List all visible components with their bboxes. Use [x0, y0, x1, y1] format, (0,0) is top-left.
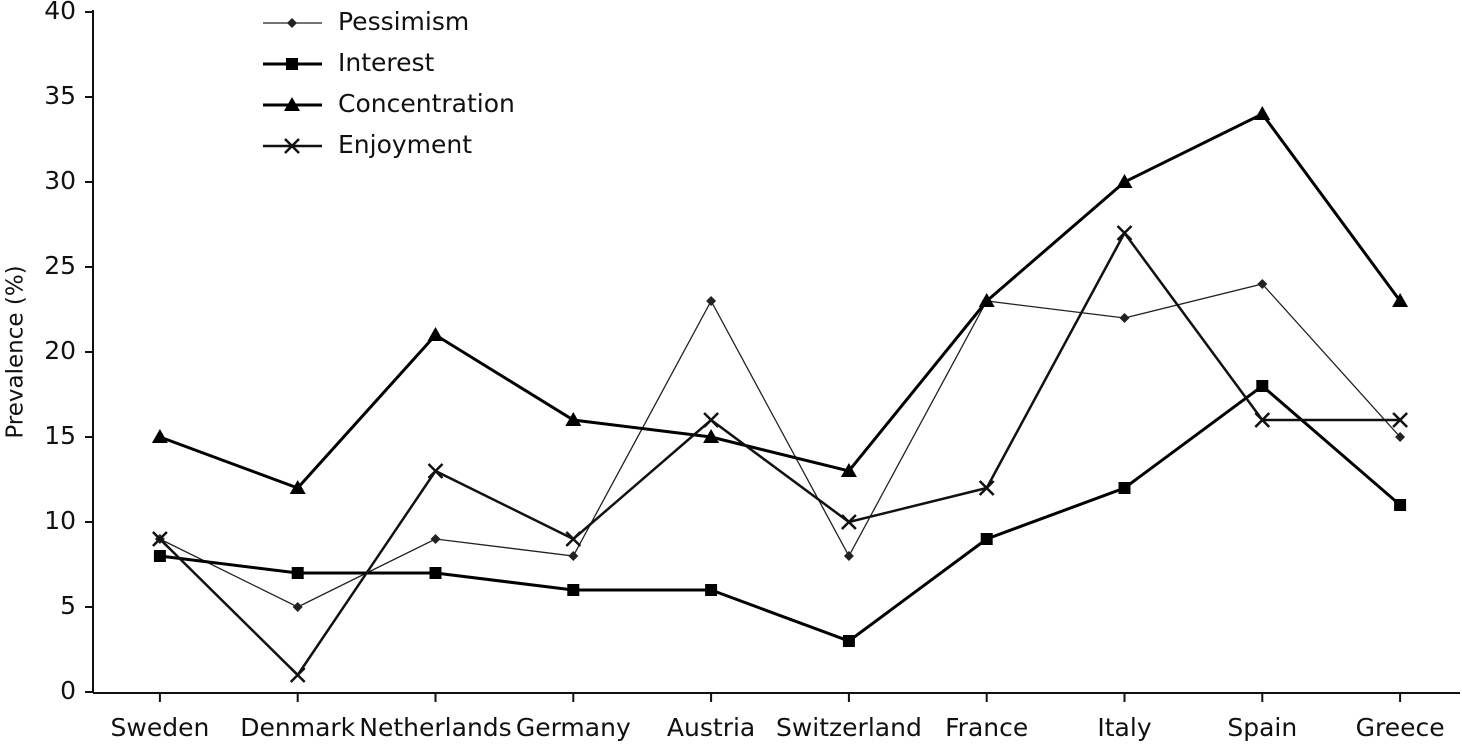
- marker: [292, 602, 303, 612]
- y-tick-label: 10: [44, 506, 76, 535]
- marker: [1395, 432, 1406, 442]
- legend-label: Interest: [338, 48, 435, 77]
- marker: [1257, 279, 1268, 289]
- marker: [978, 480, 995, 496]
- marker: [153, 550, 166, 562]
- y-axis-label: Prevalence (%): [3, 265, 29, 438]
- legend-marker: [284, 138, 300, 154]
- y-tick-label: 40: [44, 0, 76, 25]
- marker: [565, 531, 582, 547]
- y-tick-label: 20: [44, 336, 76, 365]
- legend-marker: [286, 58, 298, 70]
- x-tick-label: Switzerland: [776, 713, 922, 742]
- marker: [703, 412, 719, 428]
- series-line: [159, 230, 1401, 677]
- marker: [703, 429, 720, 443]
- marker: [978, 293, 995, 307]
- series-line: [159, 283, 1401, 608]
- marker: [1394, 499, 1407, 511]
- marker: [841, 514, 857, 530]
- marker: [1256, 380, 1269, 392]
- x-tick-label: Denmark: [240, 713, 355, 742]
- marker: [705, 584, 718, 596]
- y-tick-label: 30: [44, 166, 76, 195]
- x-tick-label: Greece: [1356, 713, 1445, 742]
- marker: [427, 327, 444, 341]
- legend-marker: [287, 18, 297, 28]
- y-tick-label: 25: [44, 251, 76, 280]
- marker: [1116, 225, 1133, 241]
- marker: [1116, 174, 1133, 188]
- marker: [706, 296, 717, 306]
- x-tick-label: Netherlands: [359, 713, 511, 742]
- marker: [291, 567, 304, 579]
- marker: [980, 533, 993, 545]
- marker: [427, 463, 444, 479]
- marker: [429, 567, 442, 579]
- marker: [151, 429, 168, 443]
- x-tick-label: Austria: [667, 713, 755, 742]
- marker: [1119, 313, 1130, 323]
- marker: [430, 534, 441, 544]
- marker: [565, 412, 582, 426]
- y-tick-label: 35: [44, 81, 76, 110]
- legend-label: Pessimism: [338, 7, 469, 36]
- legend-label: Enjoyment: [338, 130, 472, 159]
- marker: [289, 480, 306, 494]
- marker: [1392, 293, 1409, 307]
- marker: [1254, 106, 1271, 120]
- marker: [1118, 482, 1131, 494]
- legend-label: Concentration: [338, 89, 515, 118]
- series-line: [159, 112, 1402, 490]
- marker: [1392, 412, 1408, 428]
- marker: [1254, 412, 1271, 428]
- x-tick-label: Germany: [516, 713, 631, 742]
- x-tick-label: Sweden: [111, 713, 210, 742]
- marker: [152, 531, 168, 547]
- legend-marker: [284, 97, 300, 111]
- x-tick-label: Spain: [1227, 713, 1297, 742]
- y-tick-label: 15: [44, 421, 76, 450]
- marker: [840, 463, 857, 477]
- marker: [842, 635, 855, 647]
- marker: [843, 551, 854, 561]
- x-tick-label: France: [945, 713, 1028, 742]
- marker: [568, 551, 579, 561]
- marker: [289, 667, 306, 683]
- marker: [567, 584, 580, 596]
- x-tick-label: Italy: [1097, 713, 1151, 742]
- y-tick-label: 5: [60, 591, 76, 620]
- y-tick-label: 0: [60, 676, 76, 705]
